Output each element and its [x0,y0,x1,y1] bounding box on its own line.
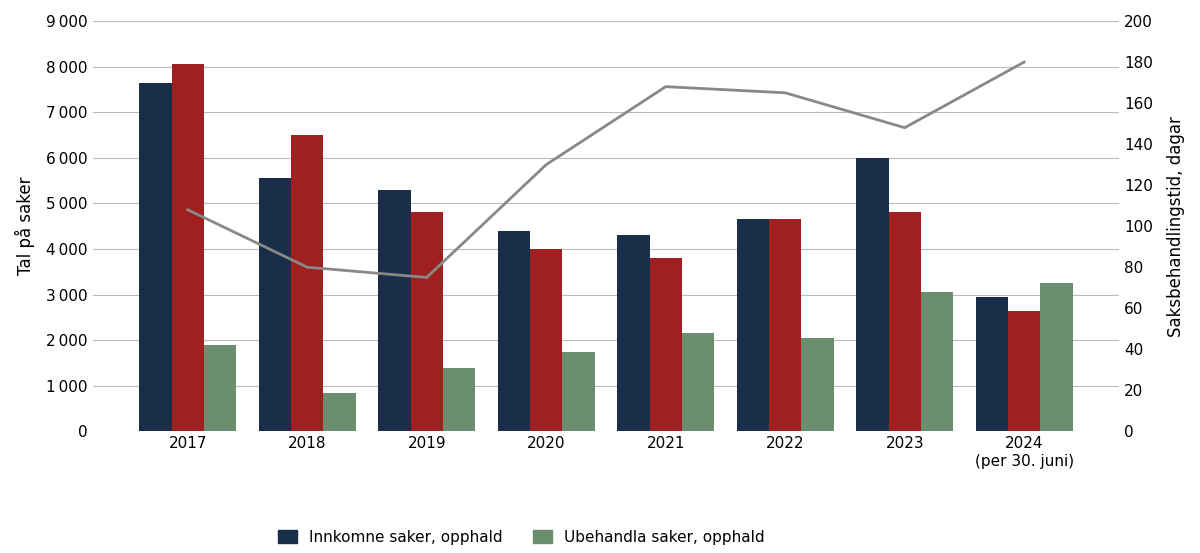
Bar [172,64,204,431]
Bar [888,212,920,431]
Bar [378,190,410,431]
Y-axis label: Tal på saker: Tal på saker [14,177,35,275]
Bar [410,212,443,431]
Bar [737,220,769,431]
Bar [920,293,953,431]
Bar [259,178,292,431]
Bar [1040,283,1073,431]
Bar [292,135,323,431]
Bar [1008,311,1040,431]
Bar [802,338,834,431]
Bar [649,258,682,431]
Bar [857,158,888,431]
Bar [563,352,595,431]
Bar [769,220,802,431]
Bar [498,231,530,431]
Bar [530,249,563,431]
Bar [976,297,1008,431]
Bar [139,82,172,431]
Bar [617,235,649,431]
Bar [443,368,475,431]
Bar [323,393,355,431]
Y-axis label: Saksbehandlingstid, dagar: Saksbehandlingstid, dagar [1166,116,1186,337]
Legend: Innkomne saker, opphald, Behandla saker, opphald, Ubehandla saker, opphald, Saks: Innkomne saker, opphald, Behandla saker,… [271,522,839,553]
Bar [204,345,236,431]
Bar [682,333,714,431]
